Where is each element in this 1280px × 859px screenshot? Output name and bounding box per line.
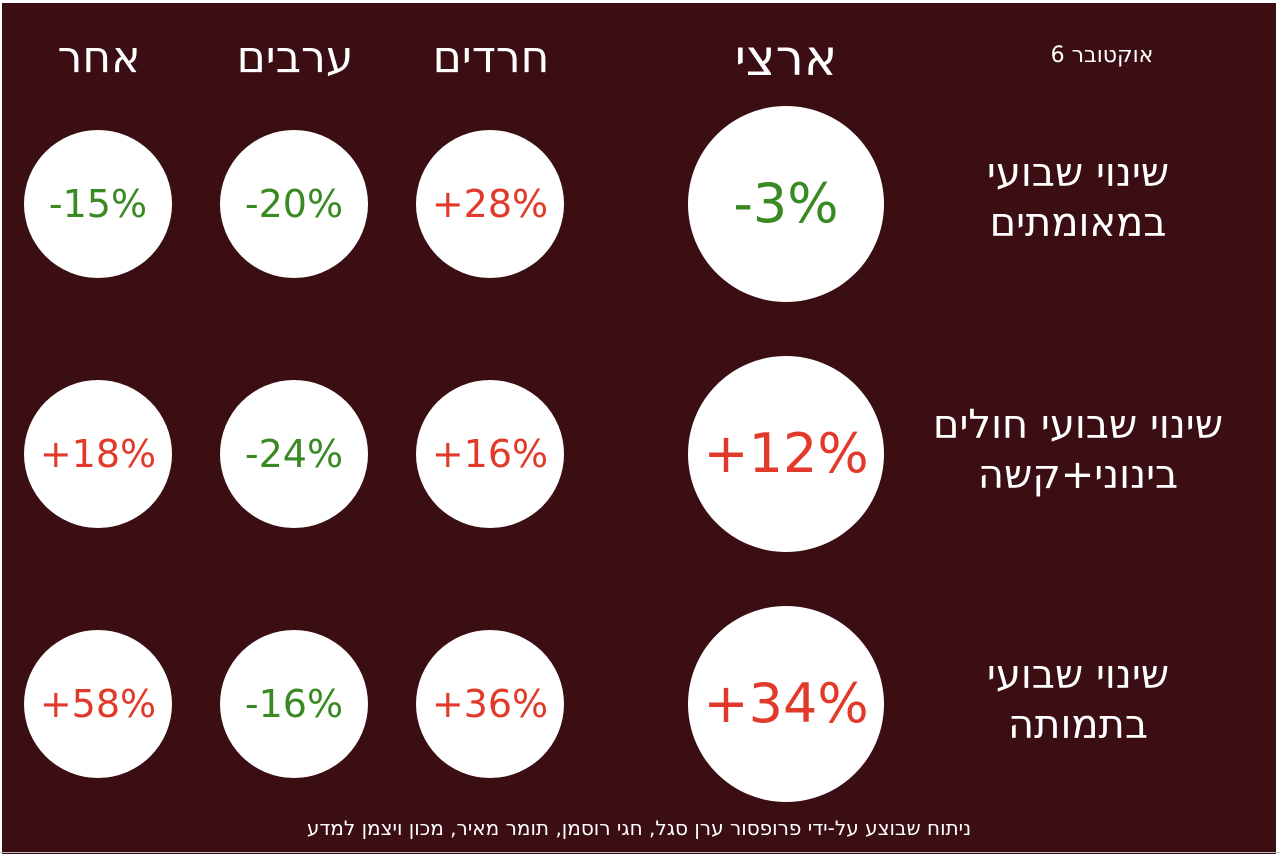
column-header-national: ארצי bbox=[734, 29, 838, 87]
column-header-arab: ערבים bbox=[236, 32, 354, 83]
value-circle-national: +12% bbox=[688, 356, 884, 552]
row-label-line: שינוי שבועי חולים bbox=[932, 402, 1224, 448]
row-label-patients: שינוי שבועי חולים בינוני+קשה bbox=[888, 400, 1268, 500]
value-circle-haredi: +16% bbox=[416, 380, 564, 528]
date-label: אוקטובר 6 bbox=[1050, 43, 1154, 68]
row-label-confirmed: שינוי שבועי במאומתים bbox=[888, 148, 1268, 248]
value-circle-national: -3% bbox=[688, 106, 884, 302]
value-circle-national: +34% bbox=[688, 606, 884, 802]
infographic-board: אחר ערבים חרדים ארצי אוקטובר 6 שינוי שבו… bbox=[2, 3, 1276, 854]
value-circle-arab: -20% bbox=[220, 130, 368, 278]
value-circle-other: -15% bbox=[24, 130, 172, 278]
row-label-line: שינוי שבועי bbox=[986, 652, 1170, 698]
column-header-other: אחר bbox=[57, 32, 141, 83]
value-circle-haredi: +36% bbox=[416, 630, 564, 778]
row-label-line: שינוי שבועי bbox=[986, 150, 1170, 196]
value-circle-haredi: +28% bbox=[416, 130, 564, 278]
value-circle-arab: -16% bbox=[220, 630, 368, 778]
value-circle-other: +18% bbox=[24, 380, 172, 528]
row-label-line: בינוני+קשה bbox=[977, 452, 1179, 498]
value-circle-other: +58% bbox=[24, 630, 172, 778]
credit-footer: ניתוח שבוצע על-ידי פרופסור ערן סגל, חגי … bbox=[306, 816, 972, 840]
bottom-border-line bbox=[0, 852, 1280, 853]
row-label-line: במאומתים bbox=[989, 200, 1167, 246]
row-label-line: בתמותה bbox=[1008, 702, 1148, 748]
row-label-mortality: שינוי שבועי בתמותה bbox=[888, 650, 1268, 750]
column-header-haredi: חרדים bbox=[432, 32, 550, 83]
value-circle-arab: -24% bbox=[220, 380, 368, 528]
